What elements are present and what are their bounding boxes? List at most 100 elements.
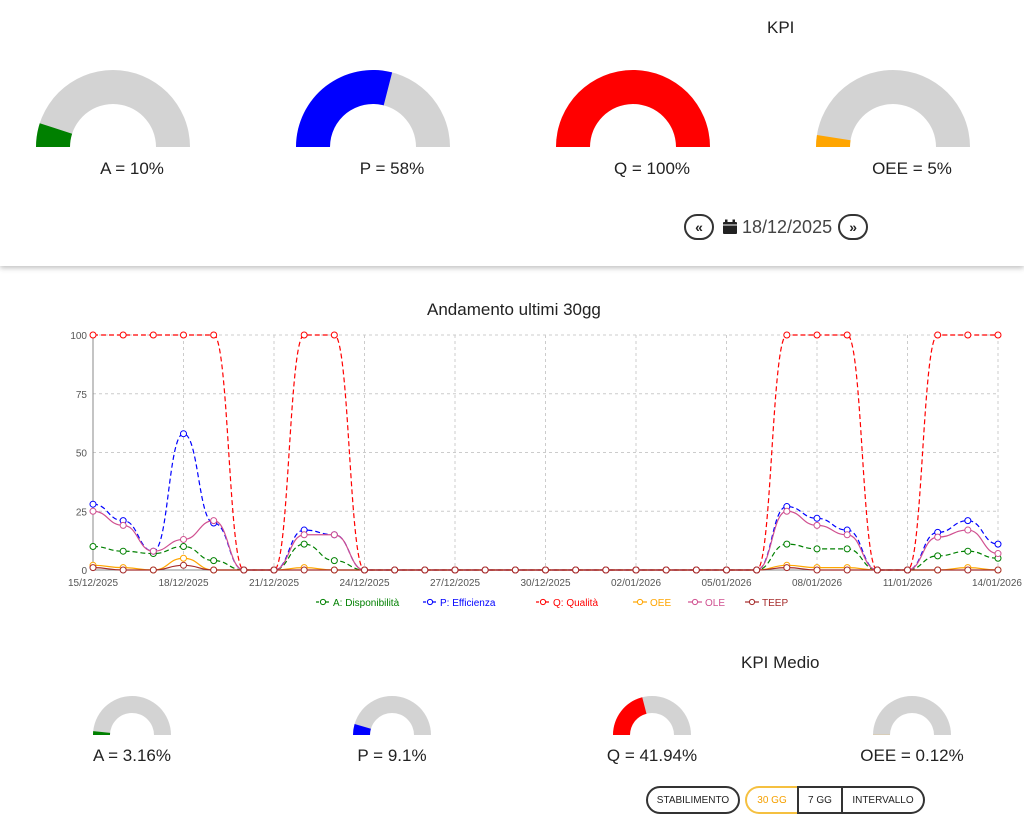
data-point[interactable] bbox=[391, 566, 399, 574]
data-point[interactable] bbox=[783, 540, 791, 548]
data-point[interactable] bbox=[572, 566, 580, 574]
gauge-fill bbox=[816, 134, 851, 147]
data-point[interactable] bbox=[330, 566, 338, 574]
data-point[interactable] bbox=[813, 514, 821, 522]
data-point[interactable] bbox=[783, 331, 791, 339]
data-point[interactable] bbox=[813, 331, 821, 339]
data-point[interactable] bbox=[119, 547, 127, 555]
data-point[interactable] bbox=[813, 566, 821, 574]
gauge-a-label: A = 10% bbox=[100, 159, 164, 178]
data-point[interactable] bbox=[421, 566, 429, 574]
period-intervallo-button[interactable]: INTERVALLO bbox=[843, 786, 925, 814]
legend-item[interactable]: A: Disponibilità bbox=[316, 598, 400, 609]
data-point[interactable] bbox=[813, 521, 821, 529]
data-point[interactable] bbox=[210, 517, 218, 525]
data-point[interactable] bbox=[934, 566, 942, 574]
data-point[interactable] bbox=[180, 554, 187, 562]
data-point[interactable] bbox=[210, 331, 218, 339]
legend-item[interactable]: Q: Qualità bbox=[536, 598, 598, 609]
data-point[interactable] bbox=[89, 507, 97, 515]
data-point[interactable] bbox=[270, 566, 278, 574]
data-point[interactable] bbox=[89, 500, 97, 508]
data-point[interactable] bbox=[813, 545, 821, 553]
data-point[interactable] bbox=[783, 507, 791, 515]
data-point[interactable] bbox=[330, 531, 338, 539]
stabilimento-button[interactable]: STABILIMENTO bbox=[646, 786, 740, 814]
period-toggle: 30 GG 7 GG INTERVALLO bbox=[745, 786, 925, 814]
data-point[interactable] bbox=[511, 566, 519, 574]
data-point[interactable] bbox=[481, 566, 489, 574]
legend-marker bbox=[319, 598, 327, 606]
date-display[interactable]: 18/12/2025 bbox=[722, 217, 832, 238]
data-point[interactable] bbox=[210, 557, 218, 565]
data-point[interactable] bbox=[149, 331, 157, 339]
data-point[interactable] bbox=[180, 535, 187, 543]
date-navigator: « 18/12/2025 » bbox=[684, 211, 869, 243]
data-point[interactable] bbox=[934, 331, 942, 339]
data-point[interactable] bbox=[964, 547, 972, 555]
data-point[interactable] bbox=[149, 547, 157, 555]
data-point[interactable] bbox=[180, 331, 187, 339]
x-tick-label: 14/01/2026 bbox=[972, 578, 1022, 589]
data-point[interactable] bbox=[330, 557, 338, 565]
data-point[interactable] bbox=[632, 566, 640, 574]
data-point[interactable] bbox=[964, 517, 972, 525]
data-point[interactable] bbox=[180, 543, 187, 550]
data-point[interactable] bbox=[361, 566, 368, 574]
data-point[interactable] bbox=[753, 566, 761, 574]
data-point[interactable] bbox=[843, 531, 851, 539]
data-point[interactable] bbox=[300, 531, 308, 539]
data-point[interactable] bbox=[692, 566, 700, 574]
data-point[interactable] bbox=[843, 545, 851, 553]
data-point[interactable] bbox=[723, 566, 730, 574]
data-point[interactable] bbox=[300, 540, 308, 548]
data-point[interactable] bbox=[994, 540, 1002, 548]
legend-item[interactable]: TEEP bbox=[745, 598, 788, 609]
legend-label: A: Disponibilità bbox=[333, 598, 400, 609]
data-point[interactable] bbox=[934, 552, 942, 560]
gauge-track bbox=[93, 696, 171, 735]
data-point[interactable] bbox=[89, 564, 97, 572]
data-point[interactable] bbox=[843, 566, 851, 574]
data-point[interactable] bbox=[994, 331, 1002, 339]
data-point[interactable] bbox=[240, 566, 248, 574]
data-point[interactable] bbox=[451, 566, 459, 574]
data-point[interactable] bbox=[964, 526, 972, 534]
data-point[interactable] bbox=[180, 561, 187, 569]
data-point[interactable] bbox=[149, 566, 157, 574]
data-point[interactable] bbox=[300, 331, 308, 339]
data-point[interactable] bbox=[602, 566, 610, 574]
legend-item[interactable]: OLE bbox=[688, 598, 725, 609]
data-point[interactable] bbox=[300, 566, 308, 574]
data-point[interactable] bbox=[873, 566, 881, 574]
x-tick-label: 11/01/2026 bbox=[883, 578, 933, 589]
period-30gg-button[interactable]: 30 GG bbox=[745, 786, 797, 814]
data-point[interactable] bbox=[994, 550, 1002, 558]
legend-item[interactable]: OEE bbox=[633, 598, 671, 609]
data-point[interactable] bbox=[119, 331, 127, 339]
data-point[interactable] bbox=[934, 533, 942, 541]
period-7gg-button[interactable]: 7 GG bbox=[797, 786, 843, 814]
prev-day-button[interactable]: « bbox=[684, 214, 714, 240]
gauge-q-svg bbox=[556, 70, 710, 147]
data-point[interactable] bbox=[542, 566, 549, 574]
data-point[interactable] bbox=[783, 564, 791, 572]
data-point[interactable] bbox=[964, 566, 972, 574]
data-point[interactable] bbox=[843, 331, 851, 339]
data-point[interactable] bbox=[119, 566, 127, 574]
next-day-button[interactable]: » bbox=[838, 214, 869, 240]
data-point[interactable] bbox=[180, 430, 187, 438]
data-point[interactable] bbox=[210, 566, 218, 574]
data-point[interactable] bbox=[89, 543, 97, 550]
legend-item[interactable]: P: Efficienza bbox=[423, 598, 496, 609]
medio-gauge-q-svg bbox=[613, 696, 691, 735]
data-point[interactable] bbox=[89, 331, 97, 339]
data-point[interactable] bbox=[119, 521, 127, 529]
data-point[interactable] bbox=[330, 331, 338, 339]
data-point[interactable] bbox=[662, 566, 670, 574]
data-point[interactable] bbox=[904, 566, 911, 574]
data-point[interactable] bbox=[994, 566, 1002, 574]
data-point[interactable] bbox=[964, 331, 972, 339]
y-tick-label: 100 bbox=[70, 331, 87, 342]
gauge-a-svg bbox=[36, 70, 190, 147]
